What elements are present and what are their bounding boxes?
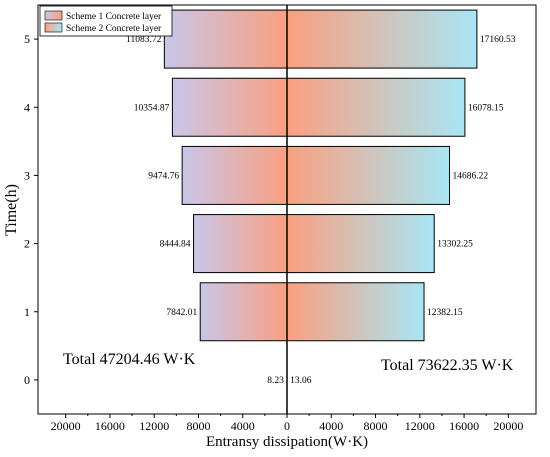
bar-scheme1: [199, 282, 288, 342]
legend-label-scheme2: Scheme 2 Concrete layer: [66, 24, 162, 34]
x-axis: 20000 16000 12000 8000 4000 0 4000 8000 12000 160…: [51, 414, 523, 433]
x-tick-label: 4000: [319, 419, 343, 433]
bar-scheme1: [193, 214, 288, 274]
bar-scheme2: [286, 282, 425, 342]
x-tick-label: 8000: [186, 419, 210, 433]
value-label-scheme2: 14686.22: [453, 171, 489, 181]
bar-scheme1: [181, 145, 288, 205]
value-label-scheme1: 8444.84: [160, 240, 191, 250]
y-axis: 0 1 2 3 4 5: [24, 32, 38, 387]
legend: Scheme 1 Concrete layer Scheme 2 Concret…: [39, 5, 173, 37]
value-label-scheme1: 10354.87: [134, 103, 170, 113]
value-label-scheme2: 17160.53: [480, 35, 516, 45]
x-tick-label: 12000: [405, 419, 435, 433]
y-tick-label: 0: [24, 373, 30, 387]
bar-scheme2: [286, 214, 435, 274]
x-tick-label: 16000: [95, 419, 125, 433]
value-label-scheme1: 11083.72: [126, 35, 162, 45]
value-label-scheme2: 13.06: [290, 376, 312, 386]
total-annotation-left: Total 47204.46 W·K: [63, 351, 196, 368]
bar-scheme1: [171, 77, 288, 137]
bar-scheme2: [286, 145, 451, 205]
x-tick-label: 20000: [493, 419, 523, 433]
value-label-scheme1: 9474.76: [148, 171, 179, 181]
y-axis-label: Time(h): [3, 184, 20, 236]
x-tick-label: 16000: [449, 419, 479, 433]
value-label-scheme2: 12382.15: [427, 308, 463, 318]
x-tick-label: 12000: [139, 419, 169, 433]
x-tick-label: 4000: [231, 419, 255, 433]
y-tick-label: 5: [24, 32, 30, 46]
legend-swatch-scheme1: [44, 10, 63, 21]
value-label-scheme1: 8.23: [267, 376, 284, 386]
bar-scheme1: [163, 9, 288, 69]
value-labels: 8.23 13.06 7842.01 12382.15 8444.84 13302.25 9…: [126, 35, 516, 386]
bar-scheme2: [286, 9, 478, 69]
y-tick-label: 4: [24, 100, 30, 114]
value-label-scheme2: 13302.25: [437, 240, 473, 250]
total-annotation-right: Total 73622.35 W·K: [381, 357, 514, 374]
y-tick-label: 2: [24, 237, 30, 251]
x-axis-label: Entransy dissipation(W·K): [206, 434, 368, 450]
value-label-scheme1: 7842.01: [166, 308, 197, 318]
y-tick-label: 1: [24, 305, 30, 319]
bars-layer: [163, 9, 478, 409]
legend-label-scheme1: Scheme 1 Concrete layer: [66, 12, 162, 22]
legend-swatch-scheme2: [44, 22, 63, 33]
x-tick-label: 20000: [51, 419, 81, 433]
value-label-scheme2: 16078.15: [468, 103, 504, 113]
bar-scheme2: [286, 77, 466, 137]
x-tick-label: 0: [284, 419, 290, 433]
x-tick-label: 8000: [364, 419, 388, 433]
y-tick-label: 3: [24, 168, 30, 182]
